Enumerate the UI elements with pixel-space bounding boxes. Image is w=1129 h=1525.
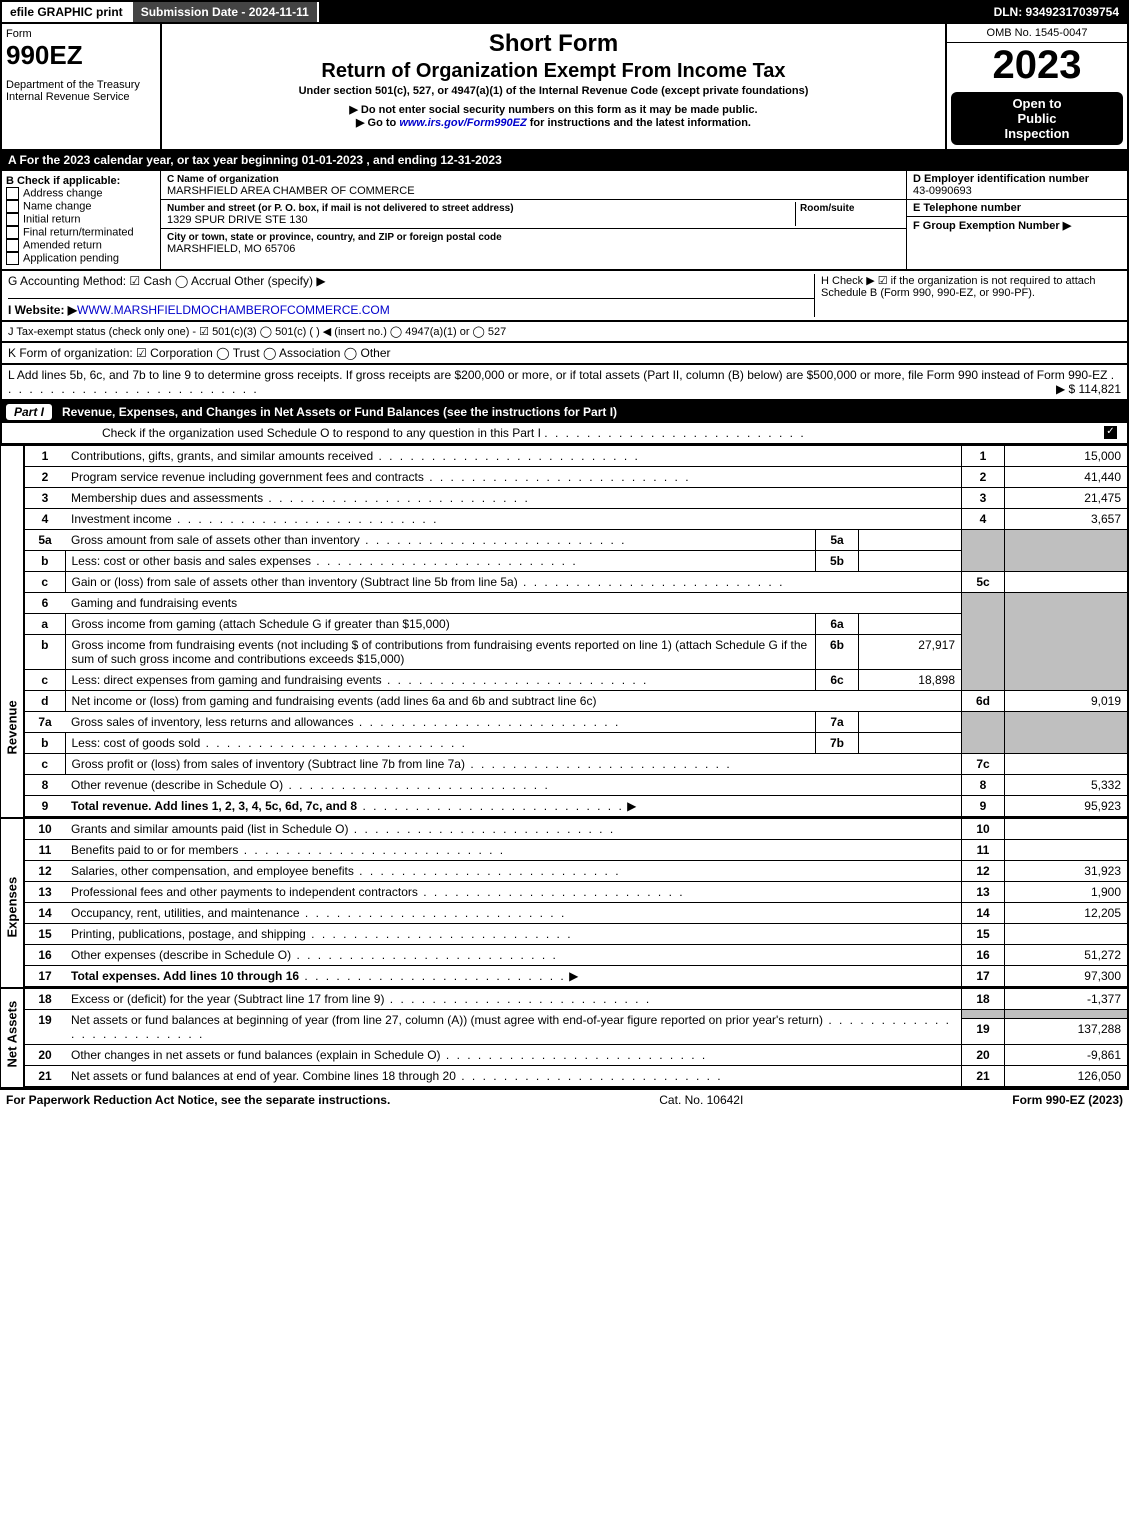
form-number: 990EZ [6,40,83,70]
section-bcdef: B Check if applicable: Address change Na… [0,171,1129,271]
org-address: 1329 SPUR DRIVE STE 130 [167,214,308,226]
footer-cat: Cat. No. 10642I [390,1093,1012,1107]
header-center: Short Form Return of Organization Exempt… [162,24,945,149]
line-i: I Website: ▶ [8,303,77,317]
tax-year: 2023 [947,43,1127,88]
netassets-table: 18Excess or (deficit) for the year (Subt… [23,988,1129,1088]
form-header: Form 990EZ Department of the Treasury In… [0,24,1129,151]
checkbox-item[interactable]: Name change [6,200,156,213]
line-g: G Accounting Method: ☑ Cash ◯ Accrual Ot… [8,274,814,299]
line-l-amount: ▶ $ 114,821 [1056,382,1121,396]
title-short-form: Short Form [166,30,941,58]
expenses-table: 10Grants and similar amounts paid (list … [23,818,1129,988]
note-ssn: ▶ Do not enter social security numbers o… [166,103,941,116]
part1-header: Part I Revenue, Expenses, and Changes in… [0,401,1129,423]
subtitle: Under section 501(c), 527, or 4947(a)(1)… [166,85,941,97]
dept-treasury: Department of the Treasury [6,79,156,91]
irs-link[interactable]: www.irs.gov/Form990EZ [399,117,526,129]
omb-number: OMB No. 1545-0047 [947,24,1127,43]
checkbox-item[interactable]: Initial return [6,213,156,226]
revenue-table: 1Contributions, gifts, grants, and simil… [23,445,1129,818]
line-j: J Tax-exempt status (check only one) - ☑… [0,322,1129,343]
dln-label: DLN: 93492317039754 [986,2,1127,22]
section-c: C Name of organization MARSHFIELD AREA C… [161,171,906,269]
org-name: MARSHFIELD AREA CHAMBER OF COMMERCE [167,185,415,197]
lines-gh: G Accounting Method: ☑ Cash ◯ Accrual Ot… [0,271,1129,322]
org-city: MARSHFIELD, MO 65706 [167,243,295,255]
room-label: Room/suite [800,203,854,214]
form-label: Form [6,28,32,40]
c-name-label: C Name of organization [167,174,279,185]
schedule-o-check-icon[interactable]: ✓ [1104,426,1117,439]
title-return: Return of Organization Exempt From Incom… [166,60,941,83]
e-label: E Telephone number [913,202,1021,214]
expenses-sidelabel: Expenses [0,818,23,988]
page-footer: For Paperwork Reduction Act Notice, see … [0,1088,1129,1110]
footer-formno: Form 990-EZ (2023) [1012,1093,1123,1107]
line-k: K Form of organization: ☑ Corporation ◯ … [0,343,1129,365]
d-label: D Employer identification number [913,173,1089,185]
part1-title: Revenue, Expenses, and Changes in Net As… [62,405,617,419]
line-h: H Check ▶ ☑ if the organization is not r… [814,274,1121,317]
note-goto: ▶ Go to www.irs.gov/Form990EZ for instru… [166,116,941,129]
efile-print-label[interactable]: efile GRAPHIC print [2,2,133,22]
footer-left: For Paperwork Reduction Act Notice, see … [6,1093,390,1107]
checkbox-item[interactable]: Application pending [6,252,156,265]
part1-label: Part I [6,404,52,420]
website-link[interactable]: WWW.MARSHFIELDMOCHAMBEROFCOMMERCE.COM [77,303,390,317]
section-def: D Employer identification number 43-0990… [906,171,1127,269]
revenue-sidelabel: Revenue [0,445,23,818]
part1-check: Check if the organization used Schedule … [0,423,1129,445]
checkbox-item[interactable]: Address change [6,187,156,200]
inspection-badge: Open to Public Inspection [951,92,1123,145]
submission-date: Submission Date - 2024-11-11 [133,2,319,22]
checkbox-item[interactable]: Final return/terminated [6,226,156,239]
header-right: OMB No. 1545-0047 2023 Open to Public In… [945,24,1127,149]
section-b-heading: B Check if applicable: [6,175,156,187]
c-addr-label: Number and street (or P. O. box, if mail… [167,203,514,214]
netassets-sidelabel: Net Assets [0,988,23,1088]
ein-value: 43-0990693 [913,185,972,197]
top-bar: efile GRAPHIC print Submission Date - 20… [0,0,1129,24]
checkbox-item[interactable]: Amended return [6,239,156,252]
irs-label: Internal Revenue Service [6,91,156,103]
header-left: Form 990EZ Department of the Treasury In… [2,24,162,149]
c-city-label: City or town, state or province, country… [167,232,502,243]
f-label: F Group Exemption Number ▶ [913,220,1071,232]
section-b: B Check if applicable: Address change Na… [2,171,161,269]
line-l: L Add lines 5b, 6c, and 7b to line 9 to … [0,365,1129,401]
line-a: A For the 2023 calendar year, or tax yea… [0,151,1129,171]
